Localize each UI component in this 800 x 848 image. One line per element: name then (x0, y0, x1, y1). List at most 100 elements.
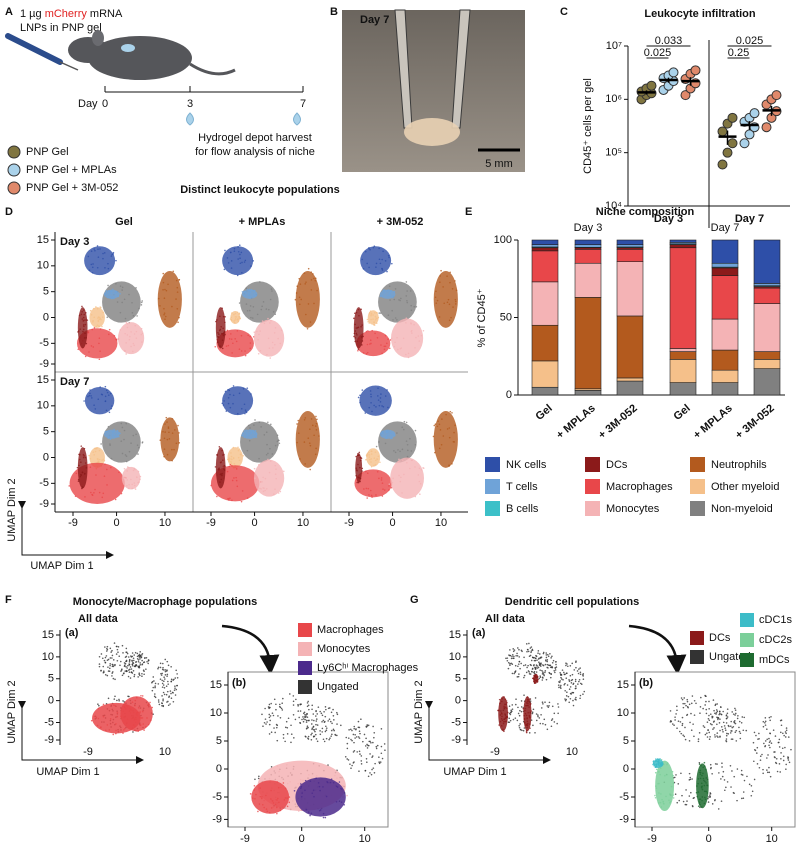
cell-dot (377, 387, 379, 390)
cell-dot (546, 666, 548, 669)
cell-dot (387, 294, 389, 297)
cell-dot (275, 477, 278, 480)
cell-dot (93, 316, 96, 319)
cell-dot (723, 725, 726, 727)
cell-dot (111, 672, 114, 674)
cell-dot (268, 308, 270, 311)
cell-dot (132, 661, 134, 664)
cell-dot (385, 437, 387, 440)
cell-dot (163, 680, 165, 682)
cell-dot (292, 704, 295, 706)
cell-dot (134, 699, 137, 702)
cell-dot (741, 716, 744, 718)
cell-dot (367, 454, 369, 456)
cell-dot (354, 336, 357, 339)
cell-dot (767, 754, 769, 756)
cell-dot (330, 735, 332, 737)
cell-dot (318, 435, 320, 437)
cell-dot (699, 777, 702, 780)
cell-dot (322, 816, 325, 819)
cell-dot (386, 289, 388, 292)
cell-dot (91, 328, 94, 331)
cell-dot (163, 307, 165, 310)
cell-dot (375, 266, 377, 268)
cell-dot (762, 720, 765, 723)
cell-dot (406, 449, 409, 452)
cell-dot (512, 657, 514, 660)
cell-dot (379, 312, 382, 314)
cell-dot (134, 468, 136, 471)
cell-dot (335, 800, 338, 803)
cell-dot (562, 679, 564, 681)
cell-dot (340, 724, 342, 727)
cell-dot (297, 782, 299, 785)
cell-dot (119, 664, 121, 667)
cell-dot (123, 298, 126, 301)
cell-dot (695, 791, 698, 794)
cell-dot (82, 456, 85, 459)
cell-dot (660, 761, 662, 764)
cell-dot (104, 729, 107, 732)
cell-dot (518, 648, 520, 651)
cell-dot (670, 785, 673, 788)
y-tick-label: 15 (37, 234, 49, 246)
cell-dot (251, 317, 254, 319)
cell-dot (403, 420, 406, 423)
cell-dot (336, 777, 338, 779)
cell-dot (526, 698, 529, 701)
cell-dot (512, 648, 515, 650)
cell-dot (520, 662, 522, 665)
cell-dot (137, 660, 140, 663)
cell-dot (529, 703, 532, 706)
cell-dot (250, 265, 252, 267)
cell-dot (517, 706, 519, 709)
y-tick-label: 10 (210, 707, 222, 719)
cell-dot (354, 312, 356, 315)
cell-dot (107, 437, 110, 439)
flow-arrow (628, 624, 687, 675)
cell-dot (235, 468, 238, 470)
y-tick-label: -5 (44, 716, 54, 728)
cell-dot (301, 792, 303, 794)
cell-dot (532, 656, 534, 659)
cell-dot (221, 332, 223, 335)
cell-dot (132, 659, 135, 662)
cell-dot (787, 759, 790, 761)
cell-dot (147, 723, 150, 726)
cell-dot (240, 407, 243, 410)
cell-dot (563, 683, 566, 686)
cell-dot (311, 719, 313, 721)
cell-dot (164, 669, 167, 671)
cell-dot (734, 712, 737, 715)
cell-dot (315, 422, 318, 425)
cell-dot (102, 458, 105, 461)
cell-dot (274, 803, 277, 806)
cell-dot (299, 458, 301, 460)
y-tick-label: 50 (500, 311, 512, 323)
cell-dot (775, 758, 778, 760)
cell-dot (762, 725, 765, 728)
cell-dot (172, 679, 174, 681)
cell-dot (268, 723, 271, 726)
cell-dot (378, 761, 380, 763)
cell-dot (231, 479, 234, 482)
cell-cluster (391, 318, 424, 358)
cell-dot (407, 352, 410, 355)
cell-dot (350, 738, 352, 741)
cell-dot (128, 658, 131, 661)
cell-dot (166, 660, 169, 663)
cell-dot (164, 423, 166, 425)
cell-dot (262, 301, 265, 303)
cell-dot (436, 425, 439, 428)
cell-dot (143, 729, 145, 731)
cell-dot (764, 720, 767, 723)
cell-dot (92, 346, 95, 348)
cell-dot (683, 697, 686, 699)
cell-dot (384, 442, 387, 445)
cell-dot (367, 330, 369, 332)
y-tick-label: -5 (39, 477, 49, 489)
cell-dot (414, 443, 417, 446)
cell-dot (141, 675, 143, 677)
x-tick-label: Day 7 (735, 213, 764, 225)
cell-dot (109, 664, 111, 667)
